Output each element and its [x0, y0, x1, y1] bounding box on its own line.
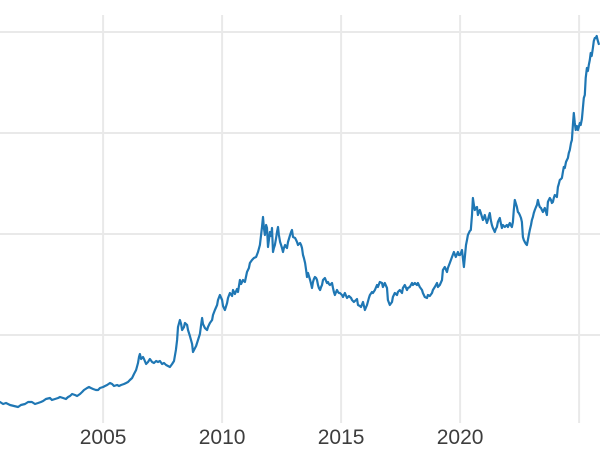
x-tick-label-2010: 2010: [198, 426, 246, 449]
x-tick-label-2005: 2005: [79, 426, 127, 449]
x-tick-label-2015: 2015: [317, 426, 365, 449]
price-line-series: [0, 34, 600, 409]
x-tick-label-2020: 2020: [436, 426, 484, 449]
